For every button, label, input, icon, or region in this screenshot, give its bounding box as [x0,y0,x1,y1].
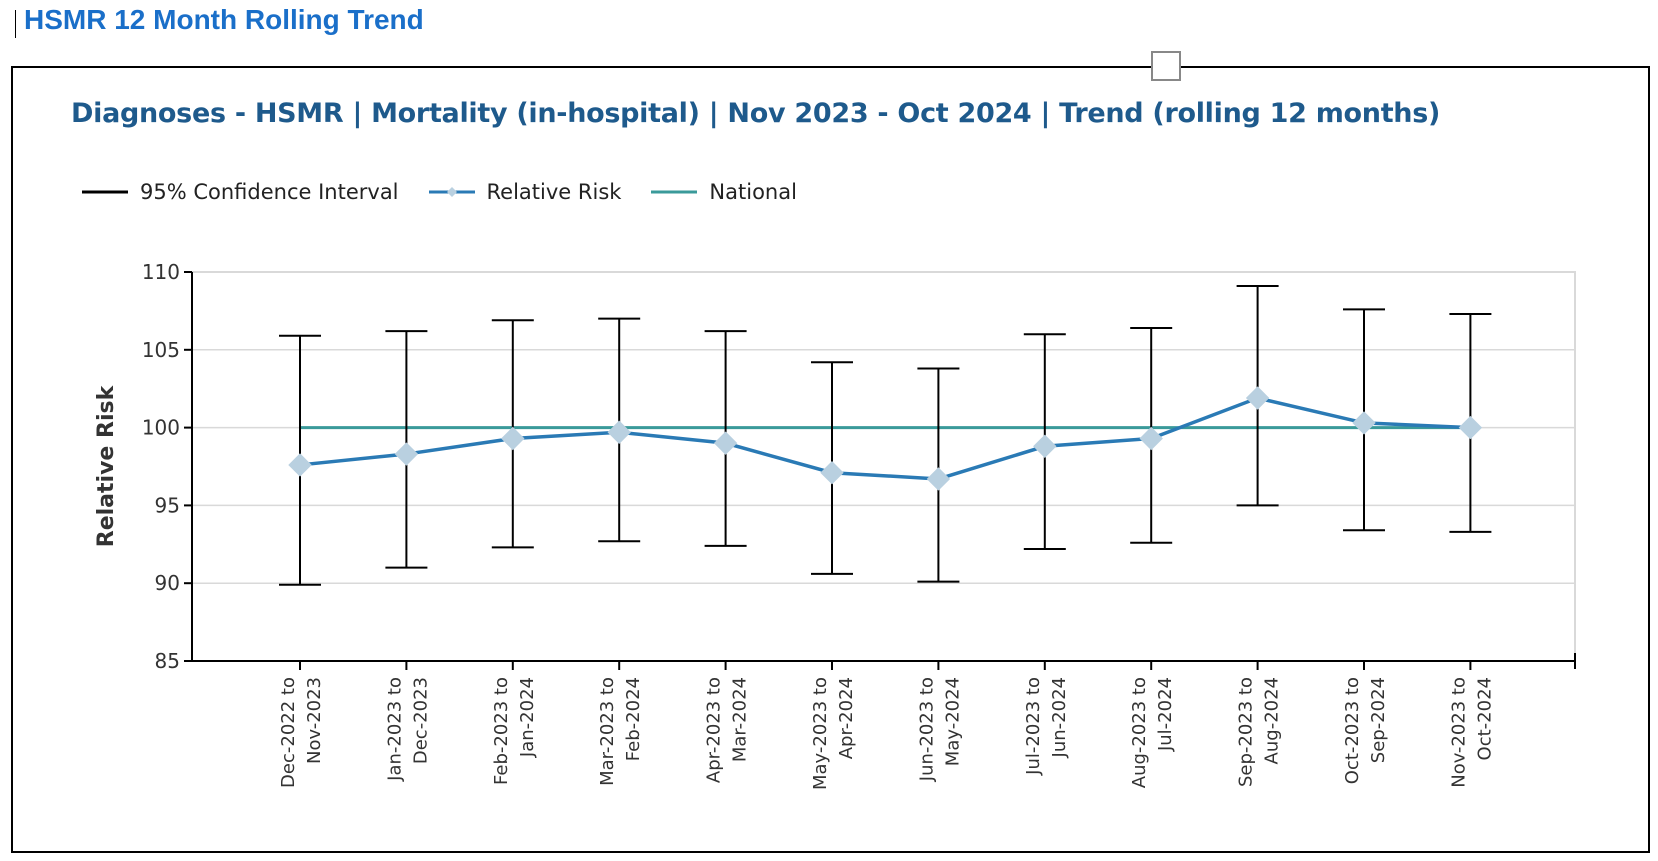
y-axis-label: Relative Risk [94,384,119,547]
y-tick-label: 90 [155,571,180,595]
chart-legend: 95% Confidence Interval Relative Risk Na… [80,180,825,204]
x-tick-label-line1: Apr-2023 to [704,677,725,783]
x-tick-label: Jan-2023 to Dec-2023 [384,677,431,782]
resize-handle[interactable] [1151,51,1181,81]
relative-risk-point [288,453,312,477]
text-cursor [15,10,16,38]
relative-risk-point [1139,426,1163,451]
x-tick-label-line2: Apr-2024 [836,677,857,759]
relative-risk-point [1033,434,1057,458]
x-tick-label-line1: Jun-2023 to [916,677,937,782]
x-tick-label: Dec-2022 to Nov-2023 [278,677,325,788]
x-tick-label-line2: Dec-2023 [410,677,431,764]
x-tick-label-line1: Jan-2023 to [384,677,405,782]
chart-frame[interactable] [11,66,1650,853]
y-tick-label: 110 [142,260,180,284]
x-tick-label-line2: Sep-2024 [1368,677,1389,763]
x-tick-label: Apr-2023 to Mar-2024 [704,677,751,783]
x-tick-label: Mar-2023 to Feb-2024 [597,677,644,786]
legend-line-marker-icon [428,187,475,197]
x-tick-label-line2: May-2024 [942,677,963,766]
legend-label-ci: 95% Confidence Interval [140,180,399,204]
legend-label-relative-risk: Relative Risk [486,180,622,204]
x-tick-label: Feb-2023 to Jan-2024 [491,677,538,785]
x-tick-label-line2: Mar-2024 [730,677,751,762]
legend-item-national: National [649,180,797,204]
page-title: HSMR 12 Month Rolling Trend [24,4,424,35]
x-tick-label-line1: Mar-2023 to [597,677,618,786]
x-tick-label: May-2023 to Apr-2024 [810,677,857,790]
x-tick-label-line2: Jan-2024 [517,677,538,758]
relative-risk-point [394,442,419,466]
y-tick-label: 85 [155,649,180,673]
legend-line-national-icon [651,190,698,194]
y-tick-label: 105 [142,338,180,362]
x-tick-label-line1: Dec-2022 to [278,677,299,788]
x-tick-label: Sep-2023 to Aug-2024 [1236,677,1283,787]
relative-risk-point [607,420,631,444]
legend-item-ci: 95% Confidence Interval [80,180,399,204]
x-tick-label-line2: Jul-2024 [1155,677,1176,752]
y-tick-label: 95 [155,493,180,517]
x-tick-label-line1: Jul-2023 to [1023,677,1044,776]
relative-risk-point [1352,411,1376,435]
x-tick-label-line2: Feb-2024 [623,677,644,761]
legend-label-national: National [709,180,797,204]
relative-risk-point [1458,415,1483,440]
x-tick-label-line1: May-2023 to [810,677,831,790]
x-tick-label-line2: Oct-2024 [1474,677,1495,760]
relative-risk-point [501,426,525,451]
y-tick-label: 100 [142,416,180,440]
x-tick-label-line2: Nov-2023 [304,677,325,764]
x-tick-label-line2: Aug-2024 [1262,677,1283,764]
x-tick-label: Oct-2023 to Sep-2024 [1342,677,1389,784]
relative-risk-line [299,396,1471,481]
x-tick-label-line1: Oct-2023 to [1342,677,1363,784]
x-tick-label-line1: Feb-2023 to [491,677,512,785]
relative-risk-point [926,467,951,491]
x-tick-label: Aug-2023 to Jul-2024 [1129,677,1176,788]
x-tick-label-line2: Jun-2024 [1049,677,1070,758]
x-tick-label: Nov-2023 to Oct-2024 [1448,677,1495,788]
x-tick-label-line1: Aug-2023 to [1129,677,1150,788]
legend-item-relative-risk: Relative Risk [427,180,622,204]
x-tick-label: Jun-2023 to May-2024 [916,677,963,782]
x-tick-label: Jul-2023 to Jun-2024 [1023,677,1070,776]
x-tick-label-line1: Nov-2023 to [1448,677,1469,788]
relative-risk-point [820,461,844,485]
relative-risk-point [713,431,738,455]
relative-risk-point [1245,386,1270,410]
chart-title: Diagnoses - HSMR | Mortality (in-hospita… [71,98,1441,129]
legend-line-ci-icon [82,190,128,194]
x-tick-label-line1: Sep-2023 to [1236,677,1257,787]
